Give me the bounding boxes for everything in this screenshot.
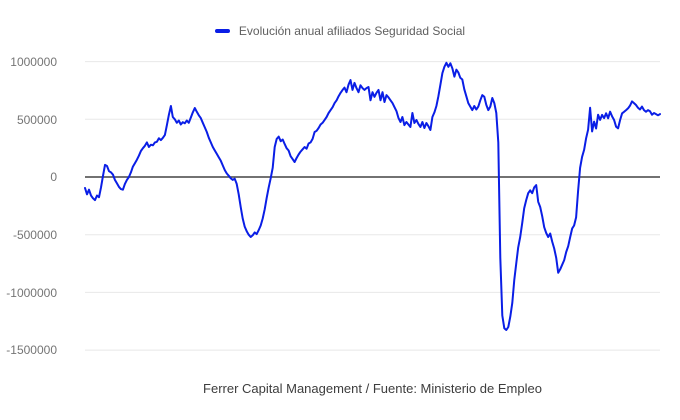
chart-legend: Evolución anual afiliados Seguridad Soci… (0, 23, 680, 39)
y-axis-tick-label: -500000 (12, 228, 57, 242)
y-axis-tick-label: -1500000 (6, 343, 57, 357)
y-axis-tick-label: 1000000 (10, 55, 57, 69)
y-axis-tick-label: 0 (50, 170, 57, 184)
series-line (84, 61, 661, 331)
legend-label: Evolución anual afiliados Seguridad Soci… (238, 24, 466, 38)
y-axis-tick-label: -1000000 (6, 286, 57, 300)
legend-line-marker-icon (214, 29, 230, 33)
y-axis-tick-label: 500000 (16, 113, 57, 127)
chart-caption: Ferrer Capital Management / Fuente: Mini… (203, 381, 542, 396)
